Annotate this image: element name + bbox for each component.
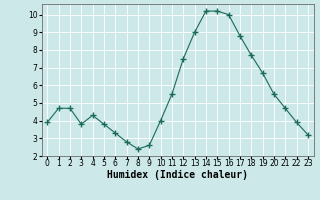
X-axis label: Humidex (Indice chaleur): Humidex (Indice chaleur) — [107, 170, 248, 180]
